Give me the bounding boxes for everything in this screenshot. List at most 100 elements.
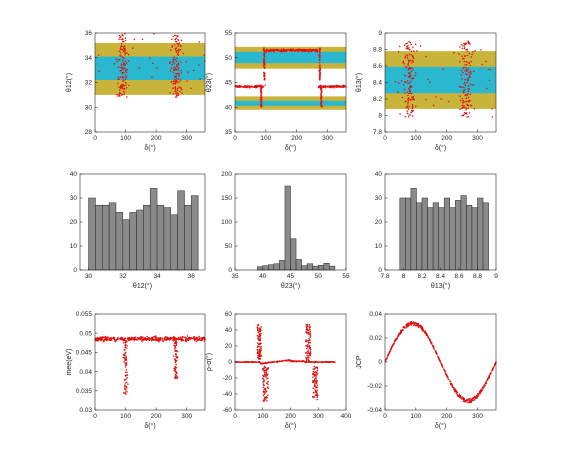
scatter-point xyxy=(330,85,333,88)
scatter-point xyxy=(264,373,266,376)
scatter-point xyxy=(305,347,308,350)
scatter-point xyxy=(412,110,414,112)
scatter-point xyxy=(307,346,309,348)
scatter-point xyxy=(292,48,294,51)
scatter-point xyxy=(172,83,174,85)
x-tick-label: 100 xyxy=(120,413,131,420)
scatter-point xyxy=(177,87,179,90)
scatter-point xyxy=(262,390,265,392)
scatter-point xyxy=(175,81,178,83)
scatter-point xyxy=(263,49,266,51)
scatter-point xyxy=(265,371,267,373)
scatter-point xyxy=(175,372,178,375)
scatter-point xyxy=(319,47,321,49)
scatter-point xyxy=(176,43,179,45)
x-tick-label: 9 xyxy=(494,273,498,280)
scatter-point xyxy=(398,334,401,336)
scatter-point xyxy=(175,367,178,369)
scatter-point xyxy=(461,57,464,60)
scatter-point xyxy=(413,50,415,52)
scatter-point xyxy=(265,50,268,52)
histogram-bar xyxy=(477,197,484,271)
scatter-point xyxy=(267,361,269,364)
scatter-point xyxy=(464,78,466,81)
allowed-range-band xyxy=(235,51,346,64)
scatter-point xyxy=(125,385,128,388)
scatter-point xyxy=(308,339,311,342)
scatter-point xyxy=(467,85,470,87)
scatter-point xyxy=(316,374,318,376)
y-tick-label: 100 xyxy=(221,219,232,226)
scatter-point xyxy=(197,336,199,339)
scatter-point xyxy=(174,361,177,364)
scatter-point xyxy=(465,97,468,99)
scatter-point xyxy=(428,337,430,340)
scatter-point xyxy=(267,383,269,386)
scatter-point xyxy=(468,399,471,401)
y-tick-label: 20 xyxy=(375,219,383,226)
scatter-point xyxy=(113,336,116,339)
scatter-point xyxy=(470,83,472,85)
scatter-point xyxy=(141,340,143,342)
scatter-point xyxy=(133,337,135,340)
scatter-point xyxy=(470,56,473,58)
scatter-point xyxy=(126,374,129,376)
scatter-point xyxy=(409,90,412,93)
x-tick-label: 300 xyxy=(472,135,483,142)
allowed-range-band xyxy=(385,66,496,94)
scatter-point xyxy=(260,92,263,95)
scatter-point xyxy=(407,63,409,65)
x-tick-label: 400 xyxy=(341,413,352,420)
scatter-point xyxy=(198,64,200,66)
scatter-point xyxy=(305,331,307,333)
scatter-point xyxy=(169,70,172,72)
scatter-point xyxy=(405,106,407,109)
scatter-point xyxy=(176,79,178,82)
scatter-point xyxy=(125,362,128,365)
scatter-point xyxy=(198,41,201,43)
scatter-point xyxy=(267,377,269,379)
scatter-point xyxy=(464,112,467,115)
scatter-point xyxy=(179,48,182,51)
scatter-point xyxy=(467,90,470,93)
scatter-point xyxy=(127,53,130,56)
scatter-point xyxy=(490,372,492,374)
scatter-point xyxy=(260,350,262,352)
scatter-point xyxy=(407,82,409,85)
x-axis-label: δ(°) xyxy=(144,144,155,152)
x-tick-label: 200 xyxy=(441,413,452,420)
y-tick-label: -20 xyxy=(223,375,233,382)
scatter-point xyxy=(464,101,466,103)
scatter-point xyxy=(120,35,122,38)
scatter-point xyxy=(394,339,397,341)
scatter-point xyxy=(125,374,127,377)
panel-theta12-histogram: 30 32 34 36 0 10 20 30 40 θ12(°) xyxy=(70,171,206,290)
y-tick-label: 40 xyxy=(70,171,78,178)
scatter-point xyxy=(467,401,470,403)
scatter-point xyxy=(307,339,310,342)
x-tick-label: 8.4 xyxy=(436,273,445,280)
scatter-point xyxy=(467,79,470,82)
y-tick-label: 150 xyxy=(221,195,232,202)
scatter-point xyxy=(306,49,308,52)
scatter-point xyxy=(174,78,176,80)
panel-jcp-vs-delta: 0 100 200 300 -0.04 -0.02 0 0.02 0.04 δ(°) JCP xyxy=(356,311,497,430)
scatter-point xyxy=(148,56,151,59)
scatter-point xyxy=(173,44,176,46)
histogram-bar xyxy=(268,264,275,271)
scatter-point xyxy=(151,76,153,78)
scatter-point xyxy=(240,361,242,363)
scatter-point xyxy=(177,72,179,75)
scatter-point xyxy=(403,44,406,46)
histogram-bar xyxy=(329,265,336,271)
scatter-point xyxy=(120,42,123,45)
scatter-point xyxy=(146,337,149,340)
scatter-point xyxy=(461,55,463,57)
y-tick-label: 200 xyxy=(221,171,232,178)
scatter-point xyxy=(406,55,409,57)
scatter-point xyxy=(155,336,158,339)
scatter-point xyxy=(343,85,346,87)
y-tick-label: 50 xyxy=(225,243,233,250)
scatter-point xyxy=(305,339,307,341)
scatter-point xyxy=(316,361,318,363)
